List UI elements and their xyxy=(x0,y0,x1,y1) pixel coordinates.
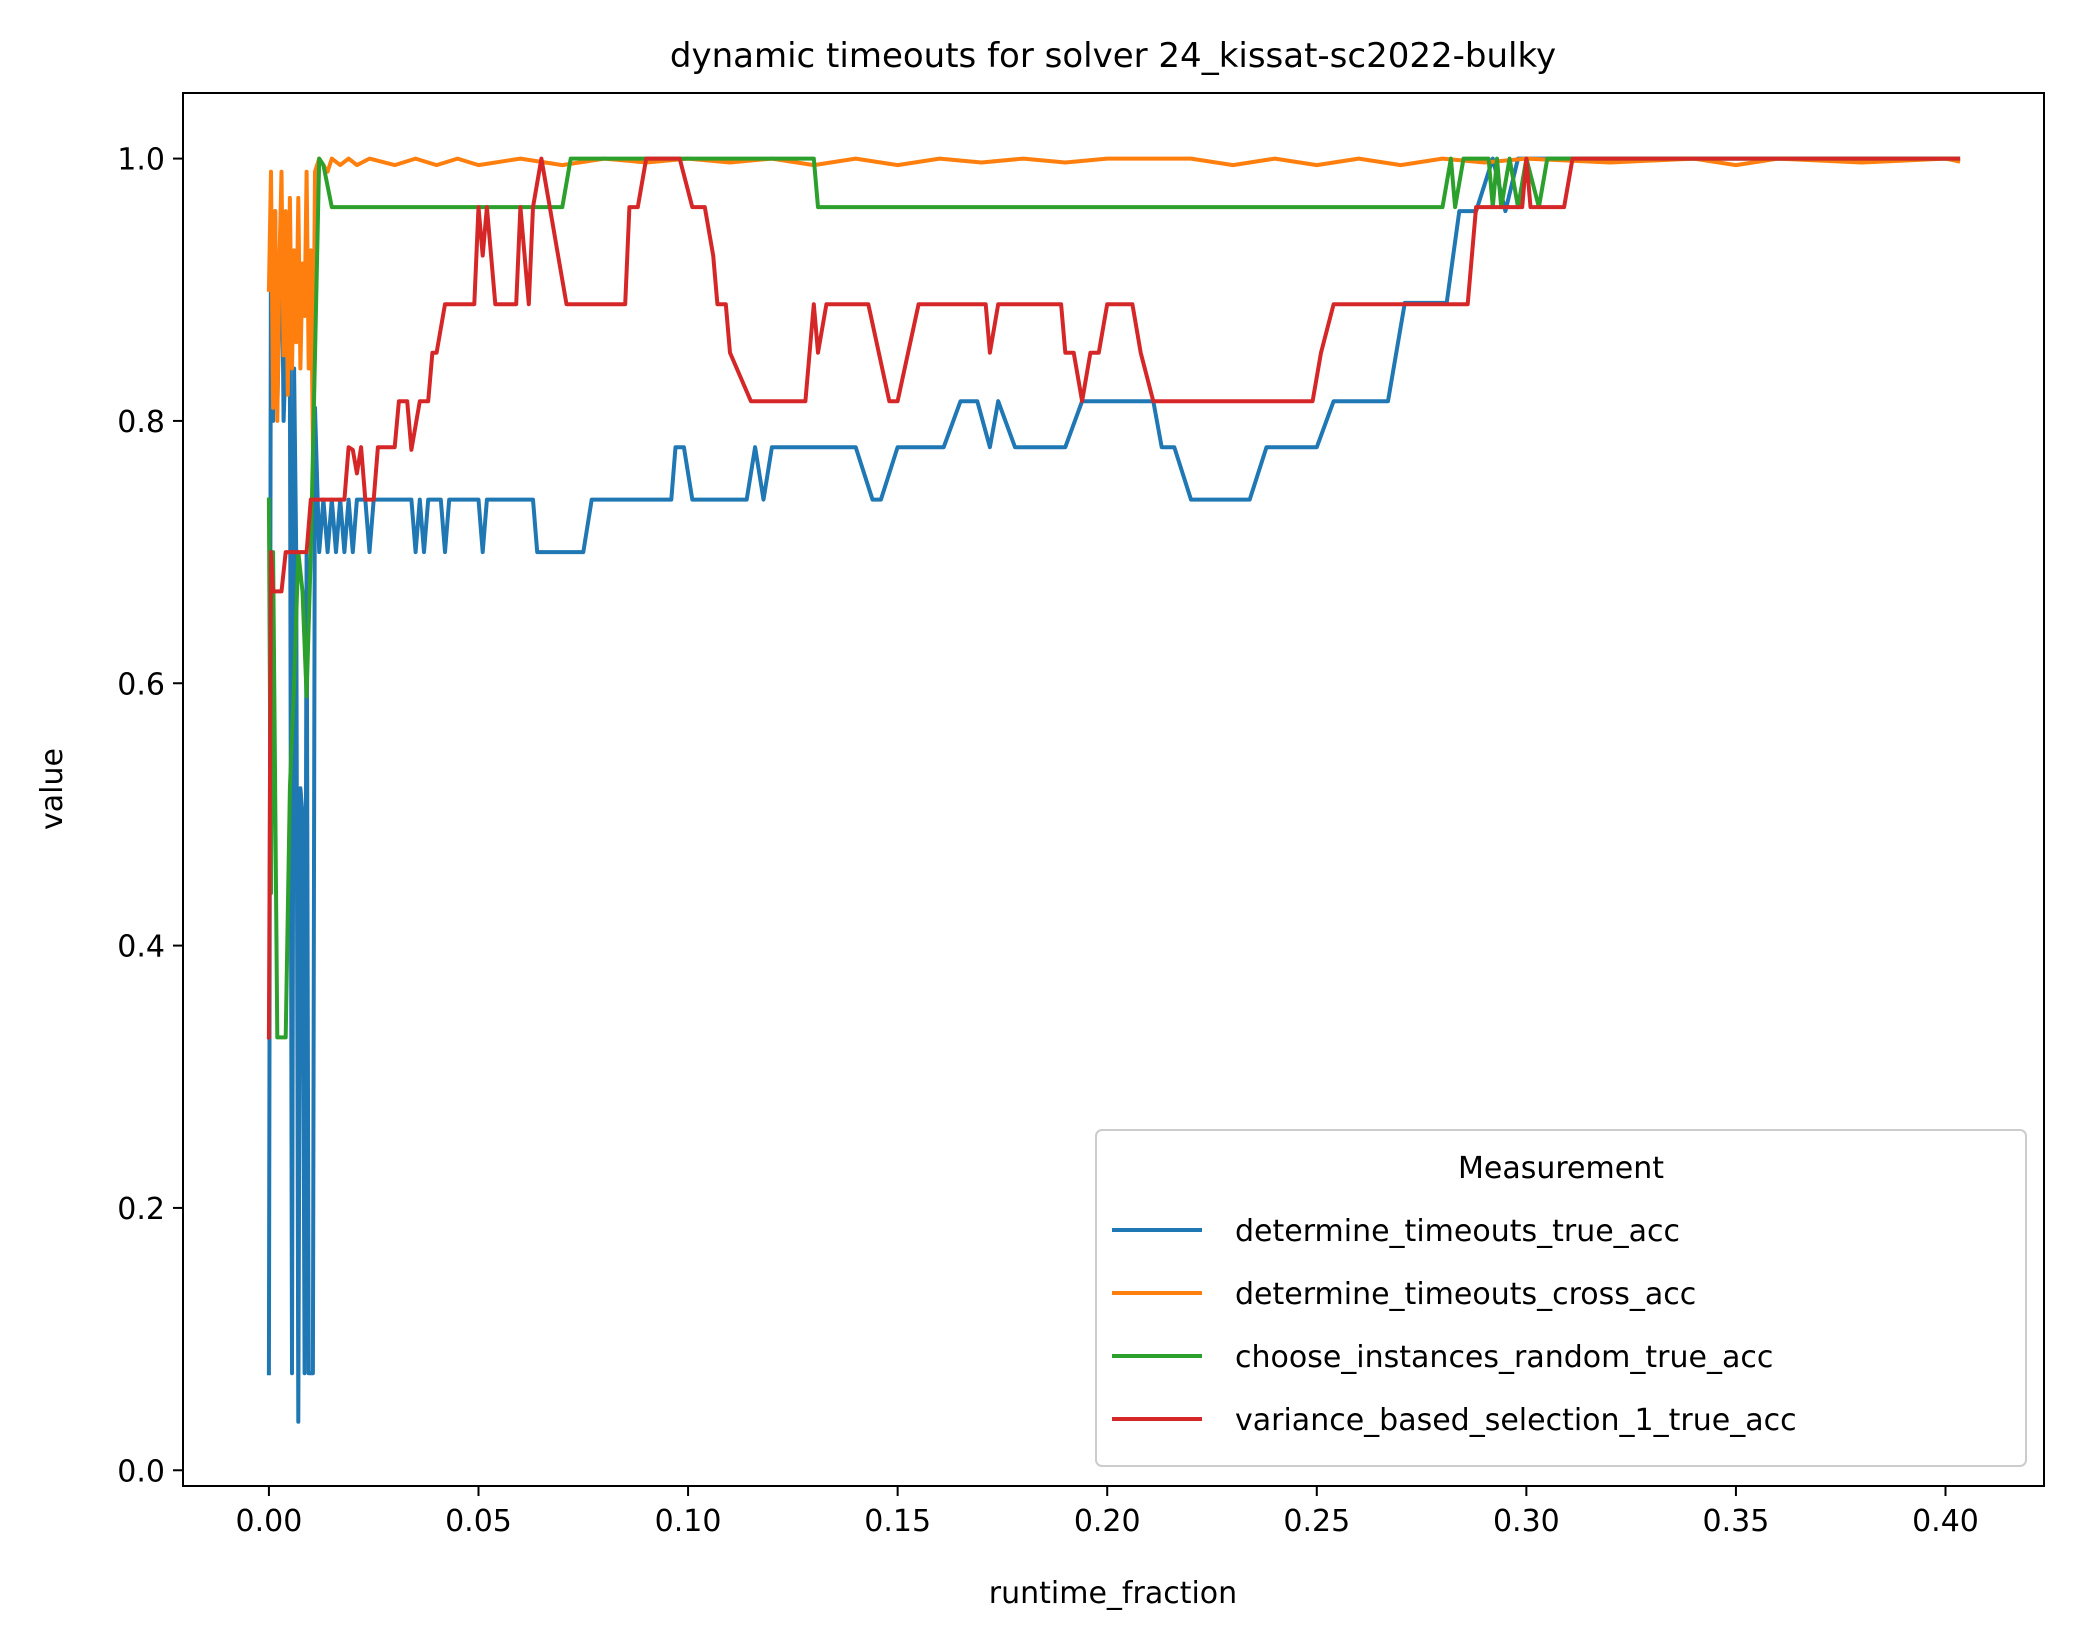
y-tick-label: 0.2 xyxy=(117,1192,165,1227)
y-axis-label: value xyxy=(35,748,70,830)
y-axis-ticks: 0.0 0.2 0.4 0.6 0.8 1.0 xyxy=(117,143,183,1489)
chart-title: dynamic timeouts for solver 24_kissat-sc… xyxy=(670,36,1556,76)
x-tick-label: 0.30 xyxy=(1493,1504,1560,1539)
x-tick-label: 0.05 xyxy=(445,1504,512,1539)
y-tick-label: 0.4 xyxy=(117,930,165,965)
series-line-2 xyxy=(266,156,1961,450)
x-axis-ticks: 0.00 0.05 0.10 0.15 0.20 0.25 0.30 0.35 0.40 xyxy=(236,1486,1979,1539)
legend-title: Measurement xyxy=(1458,1151,1664,1186)
y-tick-label: 1.0 xyxy=(117,143,165,178)
legend: Measurement determine_timeouts_true_accd… xyxy=(1095,1129,2027,1467)
x-tick-label: 0.00 xyxy=(236,1504,303,1539)
axes-frame xyxy=(182,92,2045,1487)
legend-entry-4: variance_based_selection_1_true_acc xyxy=(1235,1403,1797,1438)
y-tick-label: 0.0 xyxy=(117,1454,165,1489)
x-axis-label: runtime_fraction xyxy=(989,1576,1237,1611)
series-line-4 xyxy=(266,156,1961,1040)
legend-box xyxy=(1095,1129,2027,1467)
series-line-3 xyxy=(266,156,1961,1040)
legend-entry-2: determine_timeouts_cross_acc xyxy=(1235,1277,1696,1312)
x-tick-label: 0.10 xyxy=(655,1504,722,1539)
series-line-1 xyxy=(266,156,1961,1424)
x-tick-label: 0.15 xyxy=(864,1504,931,1539)
series-layer xyxy=(266,156,1961,1424)
x-tick-label: 0.35 xyxy=(1703,1504,1770,1539)
x-tick-label: 0.40 xyxy=(1912,1504,1979,1539)
y-tick-label: 0.6 xyxy=(117,667,165,702)
legend-entry-3: choose_instances_random_true_acc xyxy=(1235,1340,1773,1375)
x-tick-label: 0.25 xyxy=(1283,1504,1350,1539)
x-tick-label: 0.20 xyxy=(1074,1504,1141,1539)
y-tick-label: 0.8 xyxy=(117,405,165,440)
legend-entry-1: determine_timeouts_true_acc xyxy=(1235,1214,1680,1249)
